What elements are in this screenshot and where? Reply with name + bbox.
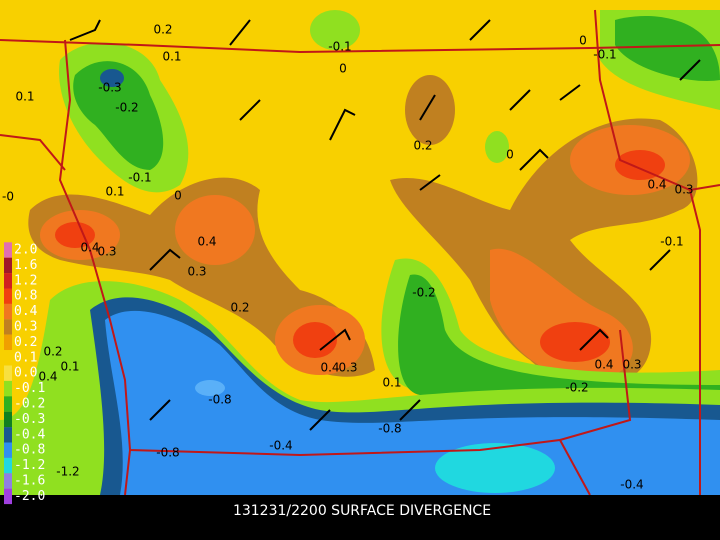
colorbar-swatch xyxy=(4,442,12,458)
colorbar-swatch xyxy=(4,273,12,289)
contour-label: -0.2 xyxy=(412,286,435,300)
contour-label: -0.4 xyxy=(269,439,292,453)
contour-label: 0.2 xyxy=(230,301,249,315)
colorbar-label: 0.8 xyxy=(14,289,37,304)
colorbar-label: 1.2 xyxy=(14,273,37,288)
contour-label: 0.1 xyxy=(105,185,124,199)
region xyxy=(105,310,720,495)
colorbar-swatch xyxy=(4,350,12,366)
colorbar-swatch xyxy=(4,427,12,443)
contour-label: 0.3 xyxy=(622,358,641,372)
region xyxy=(405,75,455,145)
colorbar-label: 1.6 xyxy=(14,258,37,273)
region xyxy=(195,380,225,396)
contour-label: -0.8 xyxy=(378,422,401,436)
colorbar-swatch xyxy=(4,257,12,274)
contour-label: -0.4 xyxy=(620,478,643,492)
colorbar-label: -2.0 xyxy=(14,489,45,504)
colorbar-swatch xyxy=(4,288,12,304)
contour-label: -0.1 xyxy=(128,171,151,185)
colorbar-label: -1.6 xyxy=(14,474,45,489)
region xyxy=(55,222,95,248)
contour-label: 0 xyxy=(506,148,514,162)
region xyxy=(100,69,124,87)
contour-label: -0.2 xyxy=(115,101,138,115)
colorbar-swatch xyxy=(4,242,12,258)
contour-label: -0.2 xyxy=(565,381,588,395)
colorbar-swatch xyxy=(4,457,12,474)
region xyxy=(485,131,509,163)
contour-label: 0.3 xyxy=(674,183,693,197)
map-title: 131231/2200 SURFACE DIVERGENCE xyxy=(233,503,491,519)
colorbar-label: -0.8 xyxy=(14,443,45,458)
colorbar-label: -0.2 xyxy=(14,397,45,412)
contour-label: 0.3 xyxy=(97,245,116,259)
colorbar-swatch xyxy=(4,303,12,320)
colorbar-label: 0.4 xyxy=(14,304,38,319)
colorbar-label: 0.3 xyxy=(14,320,37,335)
contour-label: -0.1 xyxy=(593,48,616,62)
contour-label: 0.4 xyxy=(80,241,99,255)
contour-label: -0.1 xyxy=(328,40,351,54)
region xyxy=(540,322,610,362)
contour-label: 0.4 xyxy=(38,370,57,384)
colorbar-label: -1.2 xyxy=(14,458,45,473)
contour-label: 0.3 xyxy=(187,265,206,279)
contour-label: -0.8 xyxy=(208,393,231,407)
region xyxy=(435,443,555,493)
region xyxy=(398,274,720,412)
colorbar-label: 0.2 xyxy=(14,335,37,350)
state-border xyxy=(0,9,720,496)
colorbar-label: -0.4 xyxy=(14,427,45,442)
contour-label: 0.4 xyxy=(197,235,216,249)
contour-label: 0.1 xyxy=(382,376,401,390)
contour-label: 0.4 xyxy=(647,178,666,192)
contour-label: 0 xyxy=(174,189,182,203)
contour-label: 0.4 xyxy=(594,358,613,372)
contour-label: 0.2 xyxy=(153,23,172,37)
contour-label: 0.1 xyxy=(15,90,34,104)
region xyxy=(615,150,665,180)
region xyxy=(310,10,360,50)
colorbar-label: -0.3 xyxy=(14,412,45,427)
contour-label: -0.1 xyxy=(660,235,683,249)
colorbar-label: 2.0 xyxy=(14,243,37,258)
contour-label: 0.1 xyxy=(60,360,79,374)
contour-label: 0.4 xyxy=(320,361,339,375)
contour-label: 0.3 xyxy=(338,361,357,375)
contour-label: -0 xyxy=(2,190,14,204)
contour-label: 0 xyxy=(339,62,347,76)
wind-barb xyxy=(69,19,701,431)
contour-label: -0.3 xyxy=(98,81,121,95)
colorbar-swatch xyxy=(4,334,12,351)
colorbar-label: -0.1 xyxy=(14,381,45,396)
region xyxy=(175,195,255,265)
region xyxy=(73,61,164,170)
contour-label: 0 xyxy=(579,34,587,48)
colorbar-swatch xyxy=(4,488,12,505)
contour-label: -0.8 xyxy=(156,446,179,460)
colorbar-swatch xyxy=(4,319,12,335)
contour-label: 0.1 xyxy=(162,50,181,64)
footer xyxy=(0,495,720,540)
colorbar-swatch xyxy=(4,473,12,489)
contour-label: 0.2 xyxy=(413,139,432,153)
colorbar-swatch xyxy=(4,396,12,412)
colorbar-swatch xyxy=(4,380,12,397)
region xyxy=(615,16,720,81)
contour-label: 0.2 xyxy=(43,345,62,359)
region xyxy=(293,322,337,358)
state-border xyxy=(0,39,720,496)
colorbar-swatch xyxy=(4,365,12,381)
contour-label: -1.2 xyxy=(56,465,79,479)
colorbar-label: 0.1 xyxy=(14,350,37,365)
colorbar-label: 0.0 xyxy=(14,366,37,381)
colorbar-swatch xyxy=(4,411,12,428)
